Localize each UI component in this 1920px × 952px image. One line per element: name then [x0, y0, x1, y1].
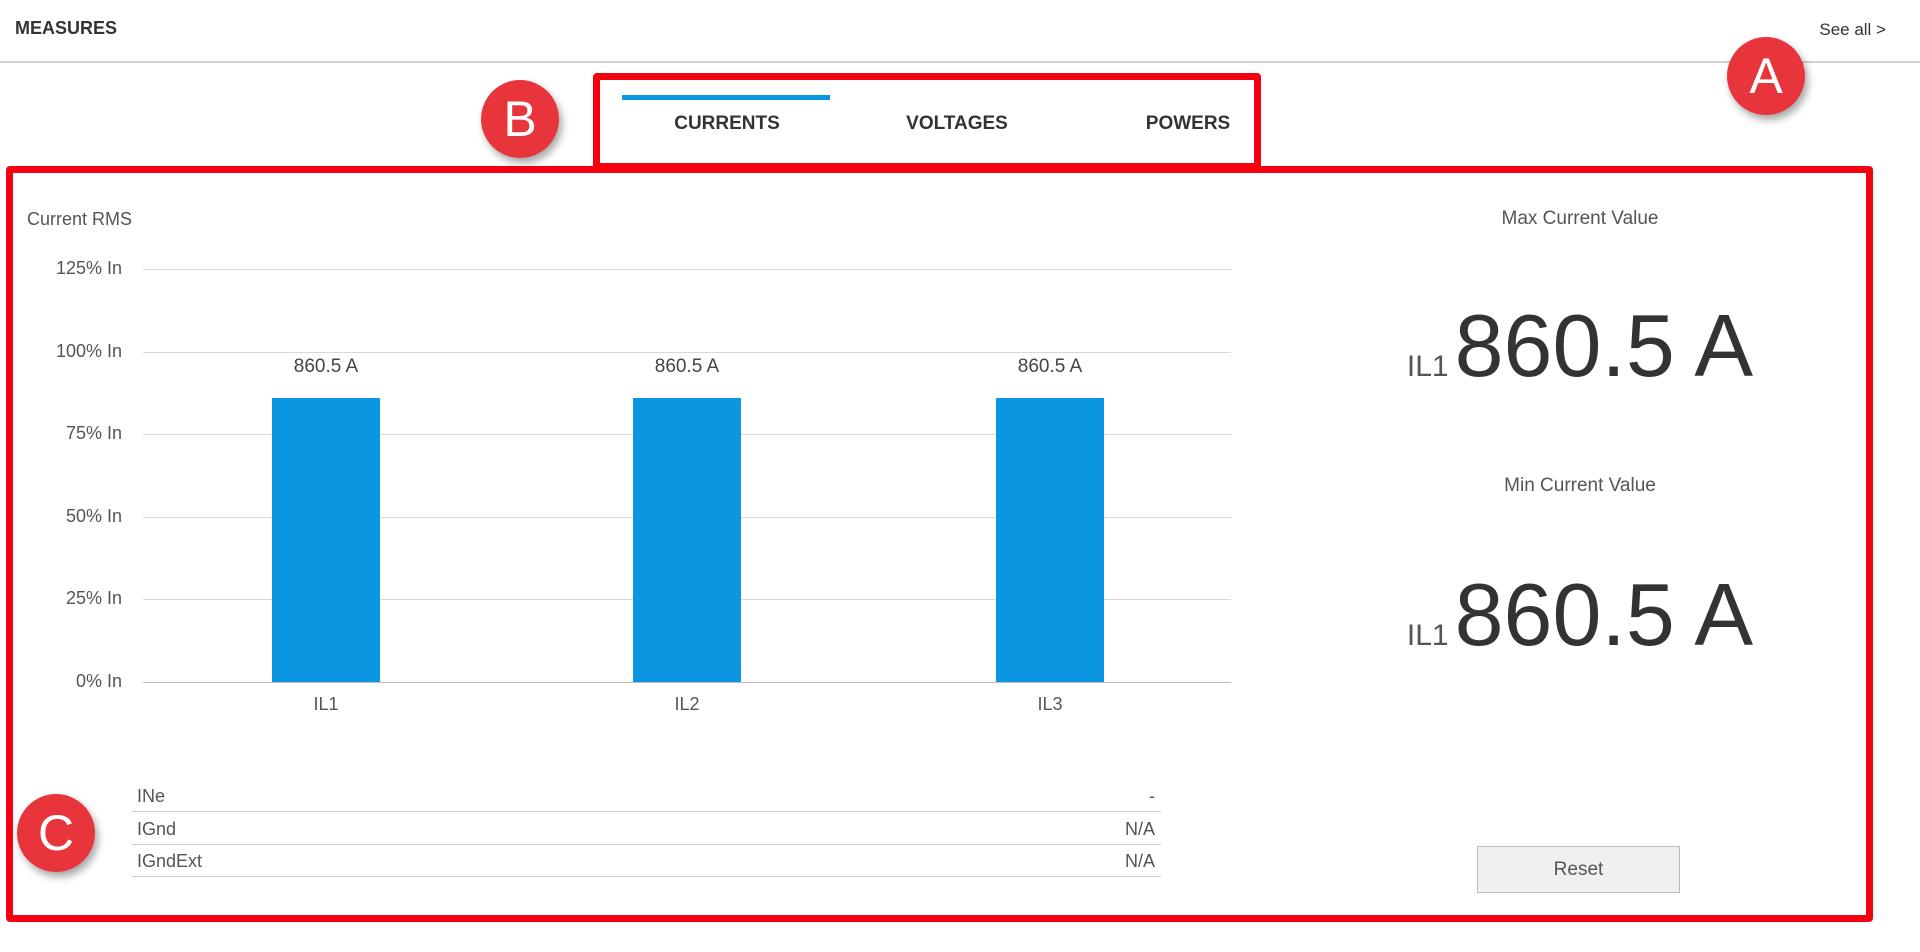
gridline [143, 351, 1231, 353]
tab-powers[interactable]: POWERS [1145, 113, 1231, 134]
y-tick-label: 75% In [65, 423, 122, 444]
max-current-readout: IL1860.5 A [1407, 295, 1753, 397]
bar-il1 [272, 397, 380, 682]
max-current-label: Max Current Value [1501, 208, 1659, 229]
tab-voltages[interactable]: VOLTAGES [906, 113, 1008, 134]
row-name: INe [137, 786, 166, 806]
y-tick-label: 50% In [65, 505, 122, 526]
section-title: MEASURES [15, 18, 118, 38]
min-current-value: 860.5 A [1454, 565, 1754, 664]
see-all-link[interactable]: See all > [1819, 20, 1886, 39]
y-tick-label: 25% In [65, 588, 122, 609]
min-current-label: Min Current Value [1504, 475, 1656, 496]
min-current-phase: IL1 [1406, 619, 1449, 652]
table-row: IGnd N/A [131, 813, 1161, 845]
table-row: IGndExt N/A [131, 845, 1161, 877]
max-current-value: 860.5 A [1454, 296, 1754, 395]
bar-il3 [996, 397, 1104, 682]
gridline [143, 682, 1231, 683]
header-divider [0, 61, 1920, 63]
x-tick-label: IL1 [313, 694, 339, 714]
max-current-phase: IL1 [1406, 350, 1449, 383]
bar-il2 [633, 397, 741, 682]
row-name: IGnd [137, 819, 177, 839]
min-current-readout: IL1860.5 A [1407, 564, 1753, 666]
x-tick-label: IL3 [1037, 694, 1063, 714]
table-row: INe - [131, 780, 1161, 812]
annotation-badge-b: B [481, 80, 559, 158]
annotation-box-content [6, 166, 1873, 922]
y-tick-label: 125% In [55, 258, 122, 278]
row-name: IGndExt [137, 851, 203, 871]
x-tick-label: IL2 [674, 694, 700, 714]
annotation-badge-c: C [17, 794, 95, 872]
y-tick-label: 100% In [55, 340, 122, 361]
tab-currents[interactable]: CURRENTS [674, 113, 780, 134]
bar-value-label: 860.5 A [293, 355, 359, 377]
bar-value-label: 860.5 A [1017, 355, 1083, 377]
annotation-box-tabs [593, 73, 1261, 170]
y-tick-label: 0% In [75, 671, 122, 691]
bar-value-label: 860.5 A [654, 355, 720, 377]
row-value: - [1149, 786, 1155, 806]
row-value: N/A [1124, 851, 1155, 871]
reset-button[interactable]: Reset [1477, 846, 1680, 893]
row-value: N/A [1124, 819, 1155, 839]
chart-title: Current RMS [27, 209, 133, 229]
active-tab-indicator [622, 95, 830, 100]
gridline [143, 269, 1231, 270]
annotation-badge-a: A [1727, 37, 1805, 115]
